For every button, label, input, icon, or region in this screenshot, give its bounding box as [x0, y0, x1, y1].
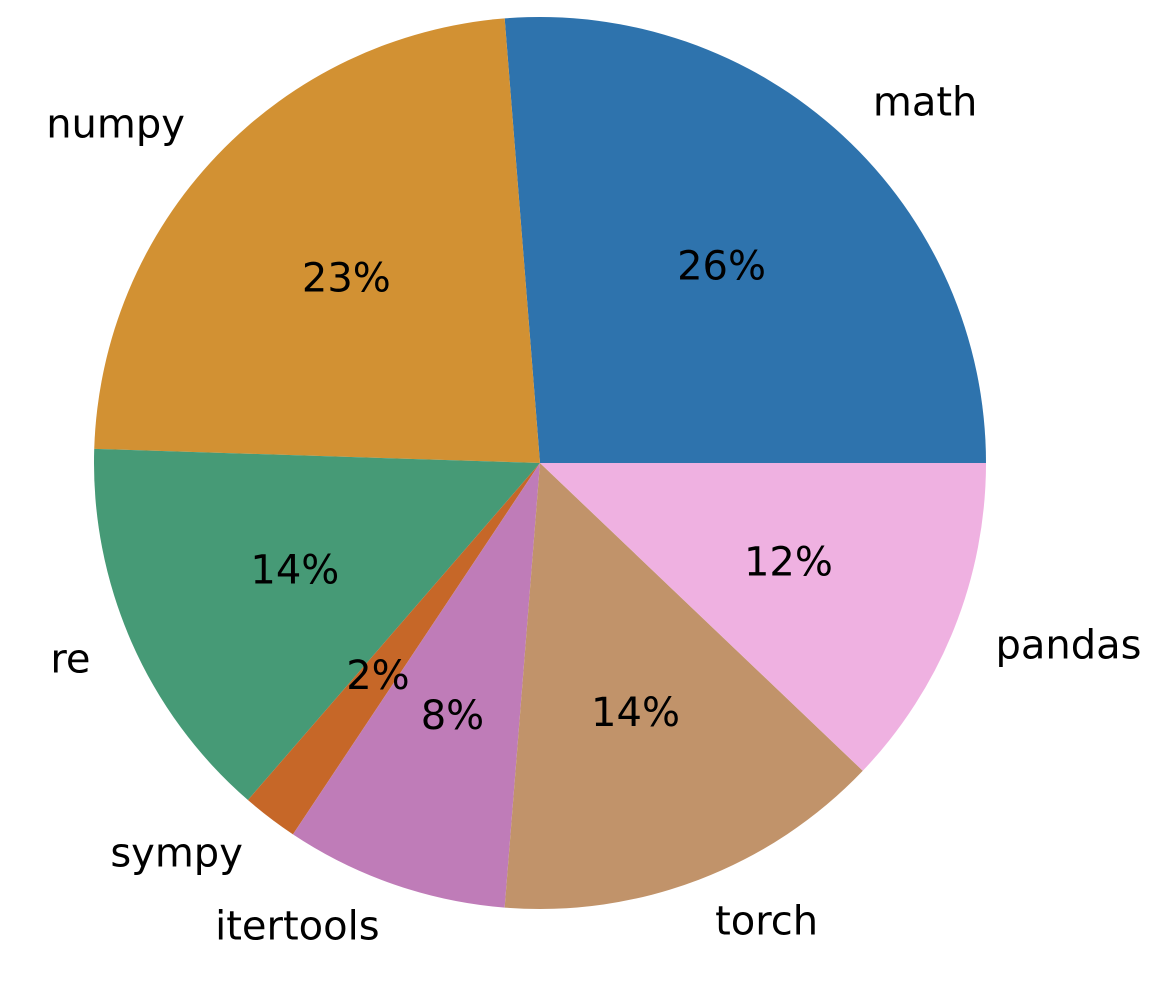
slice-label-torch: torch	[715, 898, 818, 944]
slice-percent-itertools: 8%	[421, 693, 484, 739]
slice-percent-numpy: 23%	[302, 255, 391, 301]
pie-slice-math	[504, 16, 986, 463]
slice-percent-math: 26%	[677, 243, 766, 289]
pie-slice-numpy	[94, 18, 540, 464]
slice-label-itertools: itertools	[215, 904, 379, 950]
slices-layer	[93, 16, 986, 910]
slice-label-re: re	[50, 637, 90, 683]
pie-slice-torch	[504, 463, 863, 910]
slice-percent-re: 14%	[250, 547, 339, 593]
labels-layer: math 26% numpy 23% re 14% sympy 2% itertools 8% to…	[46, 80, 1141, 950]
slice-percent-sympy: 2%	[346, 653, 409, 699]
slice-label-math: math	[873, 80, 978, 126]
pie-slice-sympy	[247, 463, 540, 835]
pie-slice-itertools	[292, 463, 540, 908]
slice-percent-pandas: 12%	[744, 539, 833, 585]
slice-percent-torch: 14%	[591, 690, 680, 736]
slice-label-pandas: pandas	[995, 622, 1141, 668]
slice-label-numpy: numpy	[46, 101, 185, 147]
slice-label-sympy: sympy	[110, 830, 243, 876]
pie-slice-pandas	[540, 463, 986, 771]
pie-slice-re	[93, 448, 541, 801]
